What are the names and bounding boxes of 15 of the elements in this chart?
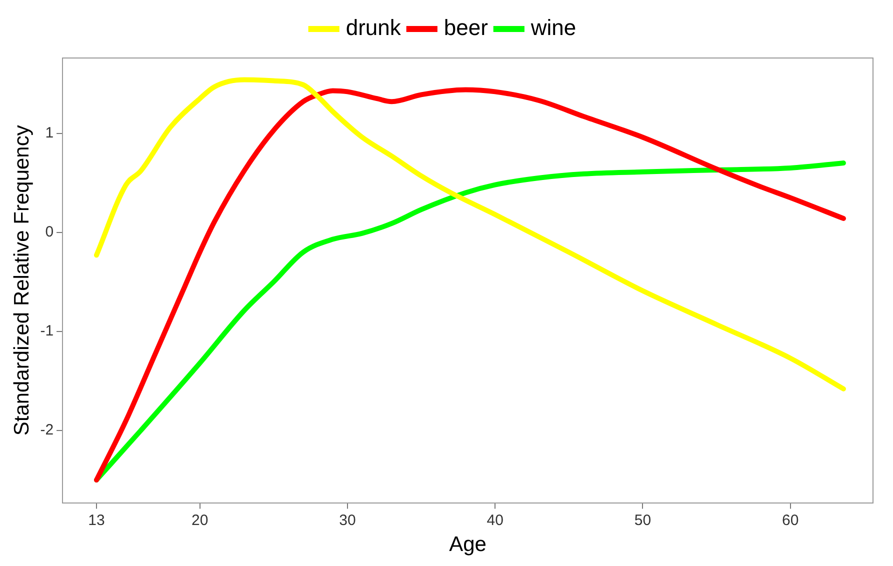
y-tick-label: 1 [45,124,54,142]
x-tick-label: 13 [88,512,105,529]
legend-label: drunk [346,15,402,40]
y-tick-label: 0 [45,223,54,240]
x-tick-label: 20 [191,512,208,529]
x-tick-label: 50 [634,512,652,529]
legend-label: beer [444,15,488,40]
x-tick-label: 40 [486,512,504,529]
x-tick-label: 30 [339,512,356,529]
y-tick-label: -1 [40,322,54,340]
x-tick-label: 60 [782,512,799,529]
legend-label: wine [530,15,576,40]
y-axis-title: Standardized Relative Frequency [10,124,34,436]
y-tick-label: -2 [40,422,54,439]
x-axis-title: Age [449,533,486,556]
